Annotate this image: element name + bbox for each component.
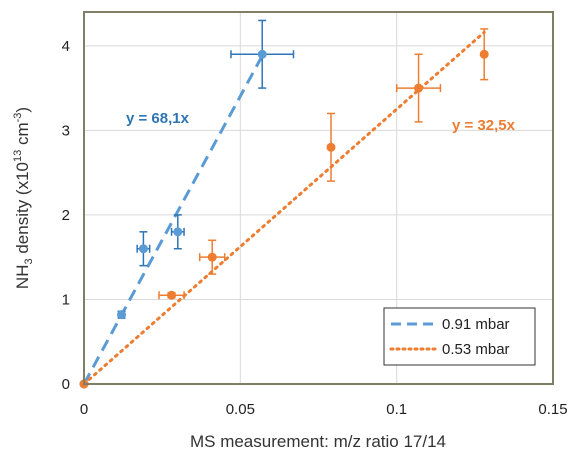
data-point [414,83,424,93]
x-tick-labels: 0 0.05 0.1 0.15 [80,401,568,418]
y-tick-label: 3 [62,122,70,139]
data-point [207,252,217,262]
y-tick-label: 4 [62,38,70,55]
x-tick-label: 0.15 [538,401,567,418]
y-axis-title-part: density (x10 [13,162,32,258]
data-point [479,49,489,59]
trend-equation-0.53mbar: y = 32,5x [452,117,516,134]
data-points [79,49,489,389]
x-tick-label: 0.1 [386,401,407,418]
y-axis-title-sub: 3 [23,258,35,264]
legend-box [383,307,536,366]
y-axis-title-part: ) [13,107,32,113]
data-point [257,49,267,59]
legend: 0.91 mbar 0.53 mbar [383,307,536,366]
y-tick-label: 2 [62,207,70,224]
y-axis-title-sup: -3 [12,113,24,123]
y-tick-label: 0 [62,376,70,393]
y-axis-title-sup: 13 [12,150,24,162]
error-bars [117,19,489,319]
y-axis-title-part: cm [13,122,32,149]
gridlines [84,12,553,384]
x-tick-label: 0 [80,401,88,418]
x-axis-title: MS measurement: m/z ratio 17/14 [190,432,446,451]
trend-equation-0.91mbar: y = 68,1x [126,110,190,127]
data-point [138,244,148,254]
data-point [173,227,183,237]
data-point [167,290,177,300]
y-tick-labels: 0 1 2 3 4 [62,38,70,393]
legend-label-0.53mbar: 0.53 mbar [442,341,510,358]
y-axis-title: NH3 density (x1013 cm-3) [12,107,35,289]
x-tick-label: 0.05 [226,401,255,418]
legend-label-0.91mbar: 0.91 mbar [442,316,510,333]
data-point [117,310,127,320]
trendline [82,55,264,385]
plot-frame [83,11,554,385]
y-tick-label: 1 [62,291,70,308]
data-point [326,142,336,152]
y-axis-title-part: NH [13,265,32,290]
